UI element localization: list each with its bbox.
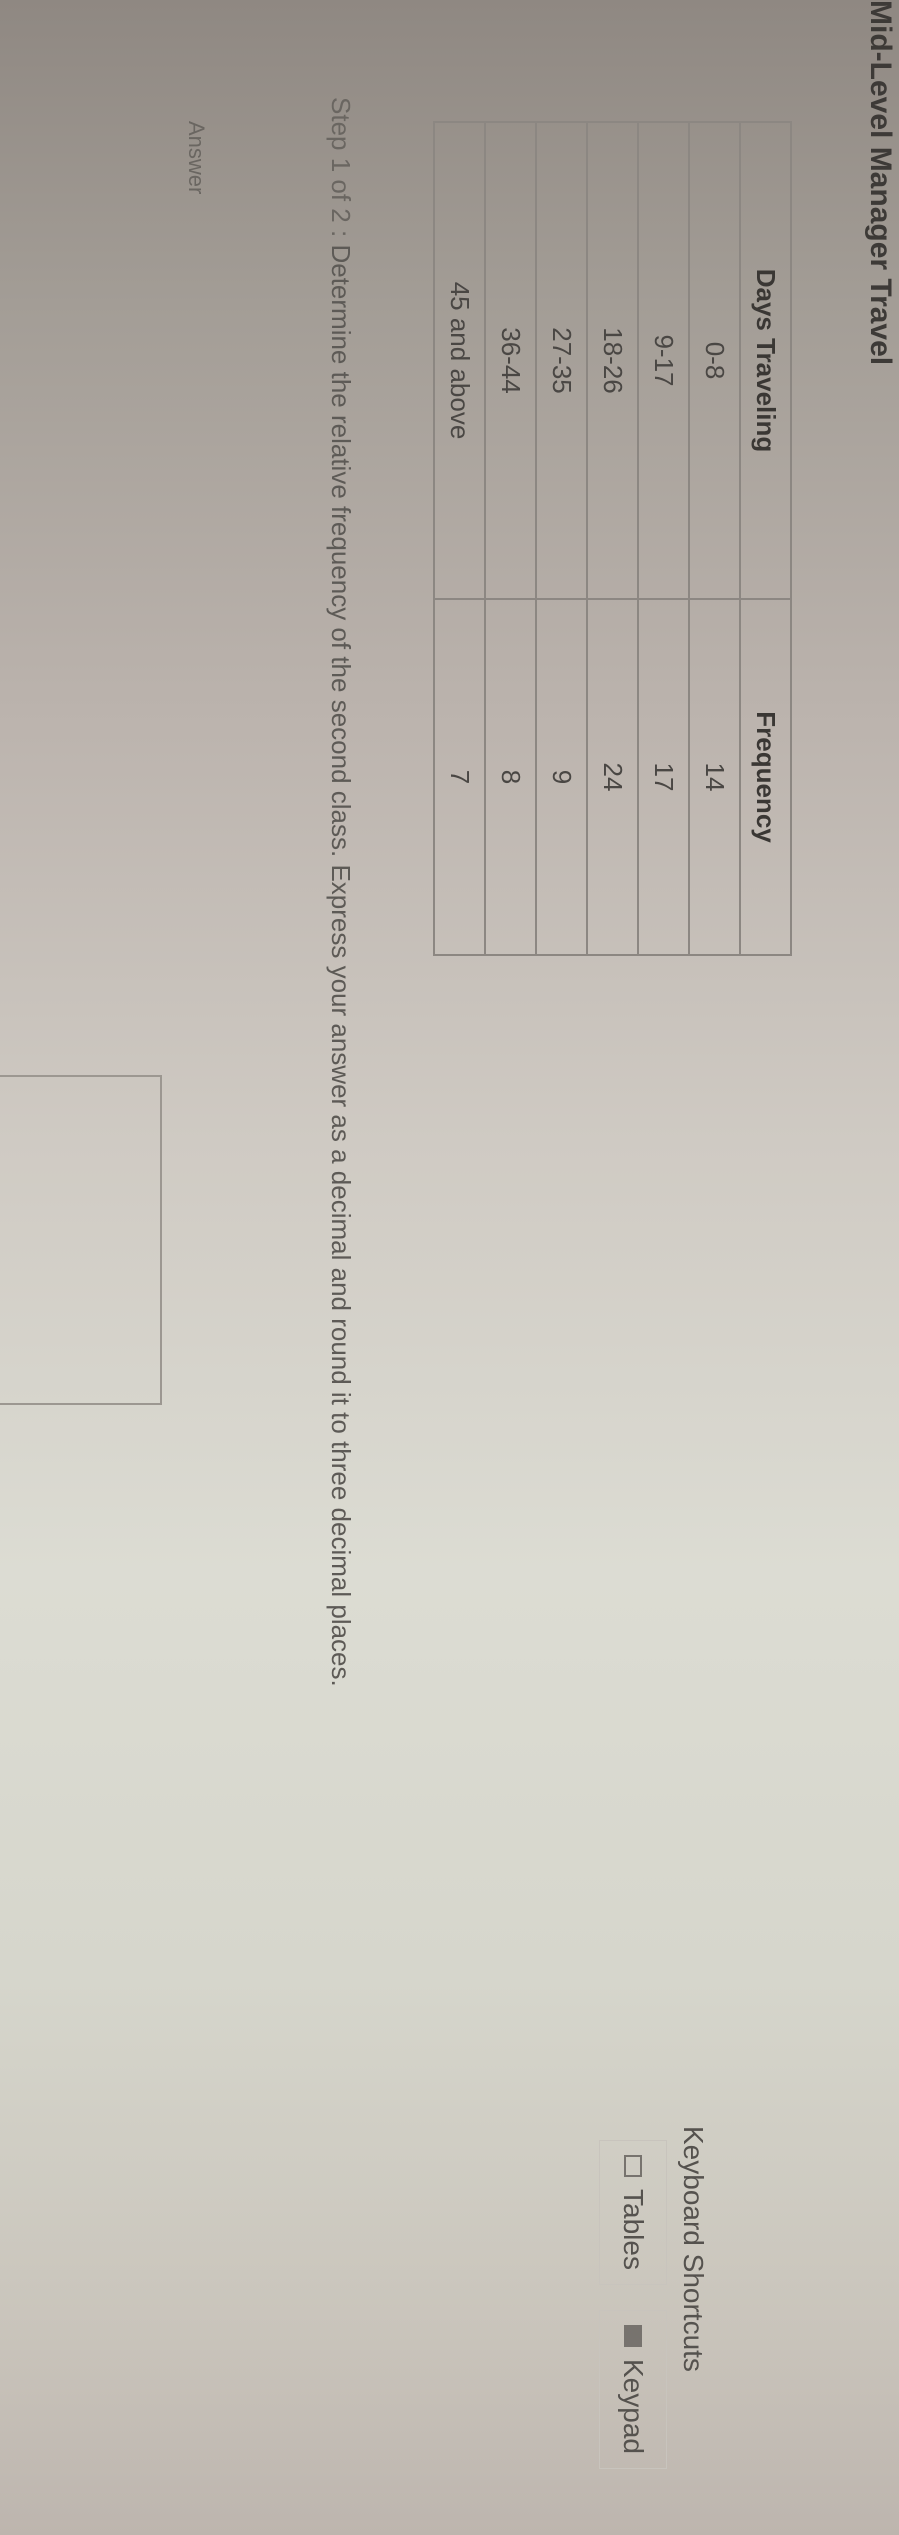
table-row: 36-44 8: [485, 122, 536, 955]
table-row: 45 and above 7: [434, 122, 485, 955]
step-text: Determine the relative frequency of the …: [326, 244, 356, 1687]
class-cell: 45 and above: [434, 122, 485, 599]
tables-button[interactable]: Tables: [599, 2140, 667, 2285]
frequency-cell: 7: [434, 599, 485, 955]
class-cell: 27-35: [536, 122, 587, 599]
class-cell: 0-8: [689, 122, 740, 599]
tables-label: Tables: [618, 2189, 649, 2270]
answer-label: Answer: [184, 121, 209, 195]
header-days-traveling: Days Traveling: [740, 122, 791, 599]
class-cell: 18-26: [587, 122, 638, 599]
problem-title: Mid-Level Manager Travel: [864, 0, 897, 366]
frequency-cell: 8: [485, 599, 536, 955]
step-instruction: Step 1 of 2 : Determine the relative fre…: [325, 97, 356, 1687]
table-icon: [624, 2155, 642, 2177]
frequency-cell: 9: [536, 599, 587, 955]
step-label: Step 1 of 2 :: [326, 97, 356, 238]
keyboard-icon: [624, 2325, 642, 2347]
table-row: 0-8 14: [689, 122, 740, 955]
table-row: 9-17 17: [638, 122, 689, 955]
header-frequency: Frequency: [740, 599, 791, 955]
keypad-button[interactable]: Keypad: [599, 2310, 667, 2469]
table-header-row: Days Traveling Frequency: [740, 122, 791, 955]
keypad-label: Keypad: [618, 2359, 649, 2454]
frequency-table: Days Traveling Frequency 0-8 14 9-17 17 18…: [433, 121, 792, 956]
frequency-cell: 17: [638, 599, 689, 955]
table-row: 27-35 9: [536, 122, 587, 955]
class-cell: 9-17: [638, 122, 689, 599]
answer-input[interactable]: [0, 1075, 162, 1405]
frequency-cell: 14: [689, 599, 740, 955]
class-cell: 36-44: [485, 122, 536, 599]
keyboard-shortcuts-link[interactable]: Keyboard Shortcuts: [678, 2126, 709, 2372]
table-row: 18-26 24: [587, 122, 638, 955]
frequency-cell: 24: [587, 599, 638, 955]
